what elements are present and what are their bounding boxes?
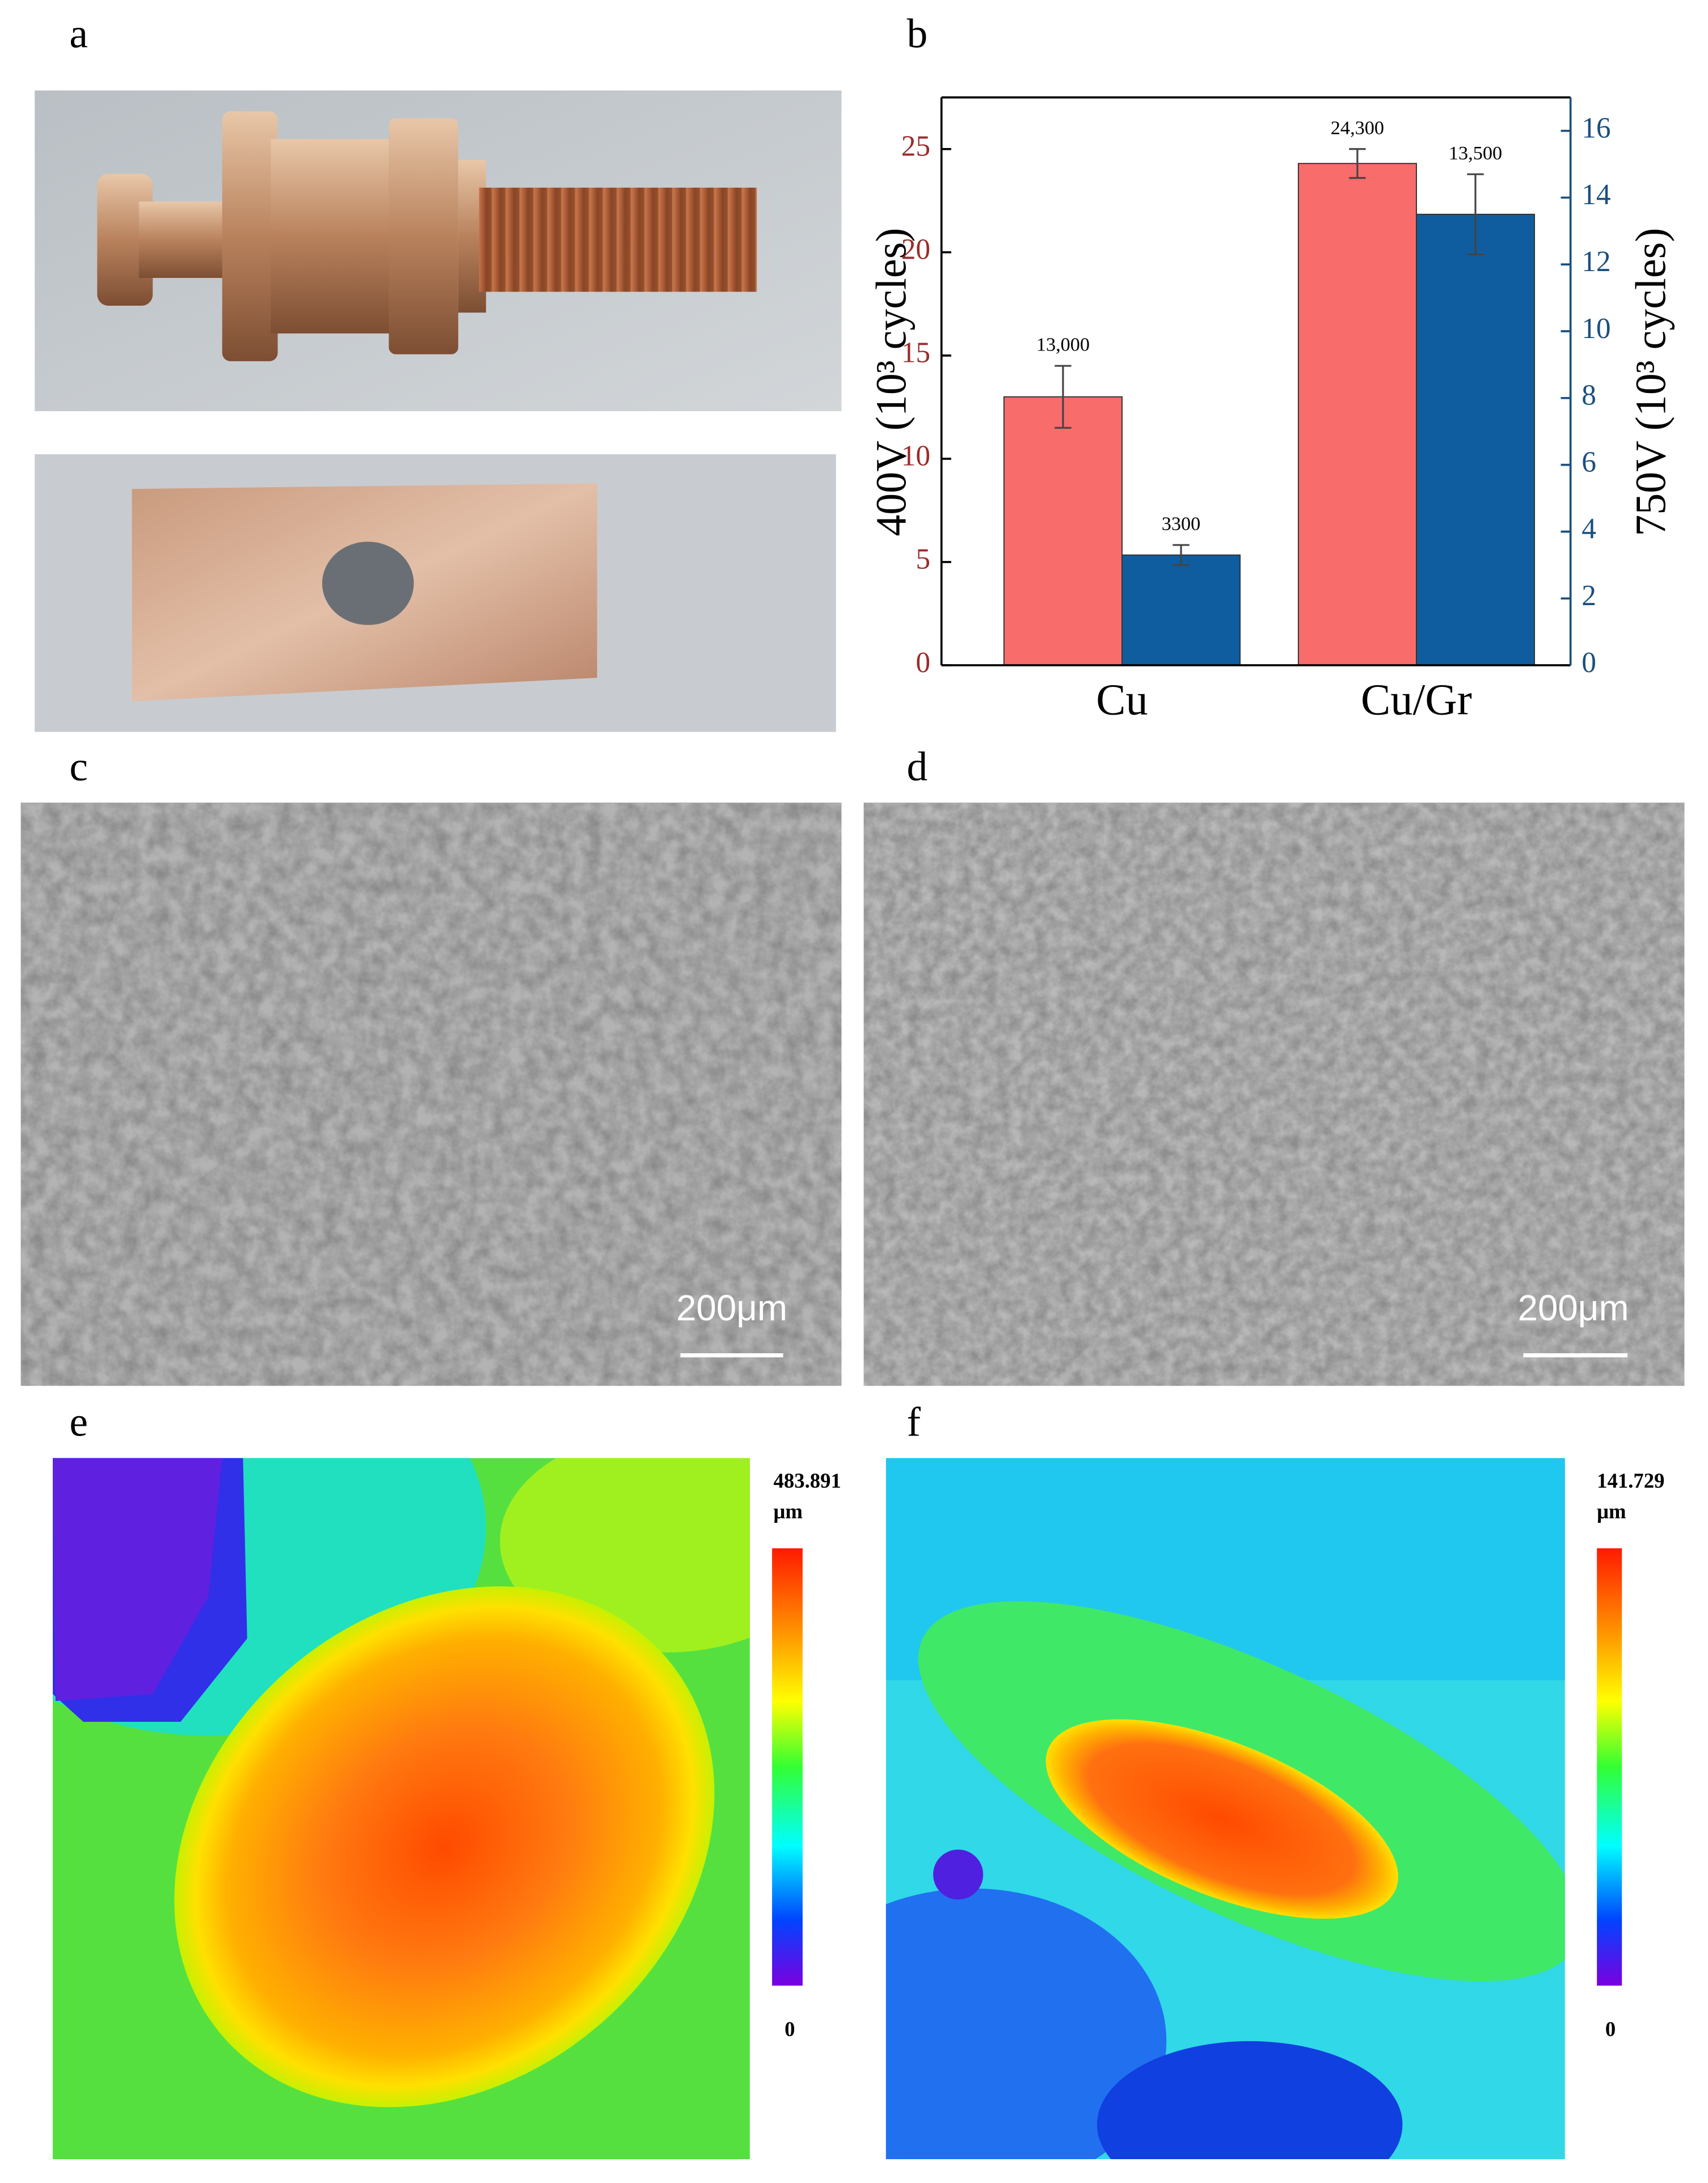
colorbar-max: 141.729 bbox=[1597, 1469, 1664, 1492]
bar bbox=[1297, 163, 1417, 666]
bar bbox=[1003, 396, 1123, 666]
y2-tick-label: 8 bbox=[1582, 379, 1596, 412]
panel-label: a bbox=[69, 10, 88, 56]
panel-label: d bbox=[907, 744, 928, 789]
sem-image bbox=[863, 803, 1685, 1386]
panel-label: b bbox=[907, 10, 928, 56]
panel-label: e bbox=[69, 1399, 88, 1445]
error-bar bbox=[1349, 148, 1366, 179]
panel-label: c bbox=[69, 744, 88, 789]
y-tick-label: 25 bbox=[901, 130, 930, 163]
colorbar-min: 0 bbox=[785, 2017, 795, 2041]
colorbar bbox=[1597, 1548, 1622, 1986]
error-bar bbox=[1055, 365, 1072, 429]
photo-plate bbox=[35, 454, 836, 732]
panel-label: f bbox=[907, 1399, 921, 1445]
y2-tick-label: 14 bbox=[1582, 179, 1610, 211]
y2-tick-label: 10 bbox=[1582, 313, 1610, 345]
error-bar bbox=[1467, 173, 1484, 256]
colorbar-unit: μm bbox=[774, 1500, 803, 1523]
y-tick-label: 15 bbox=[901, 337, 930, 369]
y-axis-label: 400V (10³ cycles) bbox=[867, 228, 915, 537]
height-map bbox=[885, 1458, 1565, 2159]
y2-axis-label: 750V (10³ cycles) bbox=[1627, 228, 1675, 537]
height-map bbox=[53, 1458, 750, 2159]
y2-tick-label: 16 bbox=[1582, 112, 1610, 144]
colorbar-max: 483.891 bbox=[774, 1469, 841, 1492]
y2-tick-label: 0 bbox=[1582, 647, 1596, 679]
y2-tick-label: 12 bbox=[1582, 246, 1610, 278]
scale-bar-label: 200μm bbox=[676, 1288, 787, 1328]
y2-tick-label: 6 bbox=[1582, 446, 1596, 478]
y-tick-label: 10 bbox=[901, 440, 930, 472]
scale-bar-label: 200μm bbox=[1518, 1288, 1629, 1328]
colorbar-min: 0 bbox=[1605, 2017, 1616, 2041]
y-tick-label: 20 bbox=[901, 234, 930, 266]
y2-tick-label: 4 bbox=[1582, 513, 1596, 545]
error-bar bbox=[1173, 544, 1190, 566]
x-tick-label: Cu bbox=[1096, 674, 1148, 724]
x-tick-label: Cu/Gr bbox=[1361, 674, 1472, 724]
y-tick-label: 5 bbox=[916, 543, 930, 576]
value-label: 24,300 bbox=[1331, 117, 1384, 138]
sem-image bbox=[20, 803, 842, 1386]
y-tick-label: 0 bbox=[916, 647, 930, 679]
chart: 400V (10³ cycles) 750V (10³ cycles) 0 5 10… bbox=[867, 96, 1675, 724]
value-label: 13,500 bbox=[1449, 142, 1502, 164]
value-label: 3300 bbox=[1162, 513, 1201, 535]
axis-box bbox=[940, 96, 1571, 666]
colorbar bbox=[772, 1548, 803, 1986]
photo-electrode bbox=[35, 90, 842, 411]
y2-tick-label: 2 bbox=[1582, 580, 1596, 612]
bar bbox=[1121, 554, 1241, 666]
value-label: 13,000 bbox=[1036, 334, 1090, 356]
colorbar-unit: μm bbox=[1597, 1500, 1626, 1523]
bar bbox=[1415, 213, 1536, 666]
